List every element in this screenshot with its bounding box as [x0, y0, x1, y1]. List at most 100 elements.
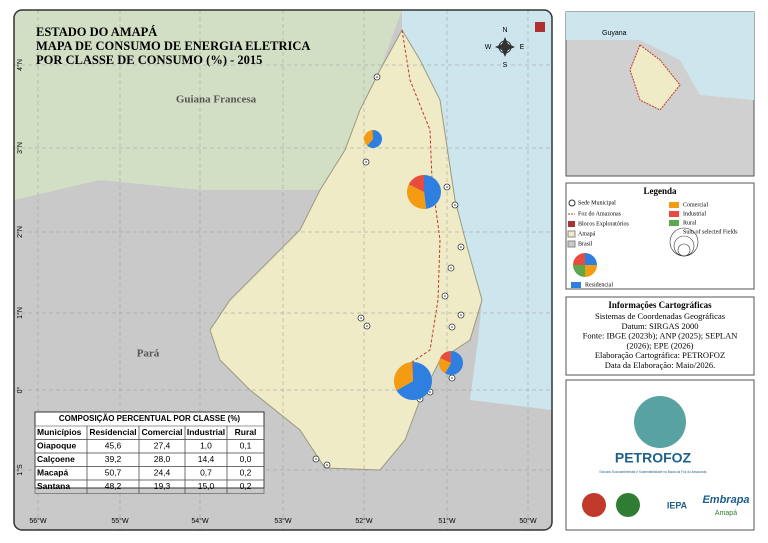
seat-dot: [451, 326, 453, 328]
info-line: Sistemas de Coordenadas Geográficas: [595, 311, 725, 321]
exploration-block: [535, 22, 545, 32]
table-text: Rural: [235, 427, 257, 437]
seat-dot: [454, 204, 456, 206]
table-text: Santana: [37, 481, 70, 491]
legend-label: Sum of selected Fields: [683, 228, 738, 235]
info-line: Datum: SIRGAS 2000: [622, 321, 699, 331]
seat-dot: [326, 464, 328, 466]
french-guiana-area: [14, 10, 402, 200]
map-title: MAPA DE CONSUMO DE ENERGIA ELETRICA: [36, 39, 310, 53]
seat-dot: [360, 317, 362, 319]
pie-wedge: [363, 130, 373, 146]
pie-wedge: [411, 362, 413, 381]
table-text: 45,6: [105, 441, 122, 451]
pie-wedge: [439, 358, 451, 374]
lat-label: 1°S: [16, 464, 24, 476]
legend-symbol: [568, 199, 576, 207]
legend-pie: [585, 253, 597, 265]
pie-wedge: [367, 130, 382, 148]
lat-label: 1°N: [16, 307, 24, 319]
lat-label: 2°N: [16, 226, 24, 238]
legend-label: Foz do Amazonas: [578, 211, 622, 217]
inset-ocean: [566, 12, 754, 100]
table-text: 0,2: [240, 468, 252, 478]
legend-pie: [573, 265, 585, 277]
table-text: 15,0: [198, 481, 215, 491]
legend-symbol: [669, 211, 679, 217]
legend-pie: [585, 265, 597, 277]
table-text: 0,1: [240, 441, 252, 451]
table-cell: [226, 479, 265, 494]
foz-boundary: [399, 29, 441, 371]
map-title: ESTADO DO AMAPÁ: [36, 25, 157, 39]
logo-seal: [582, 493, 606, 517]
pie-wedge: [372, 130, 373, 139]
lon-label: 54°W: [191, 517, 209, 525]
seat-dot: [315, 458, 317, 460]
seat-dot: [460, 246, 462, 248]
logo-amapa: Amapá: [715, 510, 737, 517]
lat-label: 4°N: [16, 59, 24, 71]
legend-symbol: [567, 230, 576, 238]
table-text: 19,3: [154, 481, 171, 491]
region-label: Pará: [137, 348, 160, 360]
compass-label: E: [520, 44, 525, 51]
legend-box: [565, 182, 755, 290]
table-text: 0,0: [240, 454, 252, 464]
table-text: 24,4: [154, 468, 171, 478]
table-text: Oiapoque: [37, 441, 76, 451]
pie-wedge: [424, 175, 441, 209]
lat-label: 0°: [16, 386, 24, 393]
table-text: Macapá: [37, 468, 68, 478]
table-text: Industrial: [187, 427, 225, 437]
info-line: Data da Elaboração: Maio/2026.: [605, 360, 715, 370]
legend-label: Residencial: [585, 282, 613, 288]
table-text: 14,4: [198, 454, 215, 464]
map-frame: [13, 9, 553, 531]
legend-label: Amapá: [578, 231, 596, 237]
legend-symbol: [568, 221, 575, 227]
legend-symbol: [571, 282, 581, 288]
compass-label: N: [502, 27, 507, 34]
logo-embrapa: Embrapa: [702, 494, 749, 506]
table-text: 48,2: [105, 481, 122, 491]
lon-label: 56°W: [29, 517, 47, 525]
seat-dot: [429, 391, 431, 393]
logo-seal: [616, 493, 640, 517]
pie-wedge: [407, 184, 427, 209]
legend-label: Industrial: [683, 211, 706, 217]
seat-dot: [446, 186, 448, 188]
legend-label: Blocos Exploratórios: [578, 221, 629, 227]
lon-label: 52°W: [355, 517, 373, 525]
info-line: (2026); EPE (2026): [626, 340, 693, 350]
table-text: 28,0: [154, 454, 171, 464]
logo-tagline: Estudos Socioambientais e Sustentabilida…: [599, 470, 706, 474]
legend-label: Sede Municipal: [578, 200, 616, 206]
compass-label: S: [503, 62, 508, 69]
region-label: Guiana Francesa: [176, 94, 257, 106]
table-text: 0,2: [240, 481, 252, 491]
side-panel: Guyana Legenda Sede Municipal Foz do Amazon…: [567, 30, 750, 517]
info-title: Informações Cartográficas: [608, 300, 712, 310]
table-text: Calçoene: [37, 454, 75, 464]
table-title: COMPOSIÇÃO PERCENTUAL POR CLASSE (%): [59, 414, 241, 423]
pie-wedge: [445, 351, 464, 375]
compass-rose: [495, 37, 515, 57]
legend-label: Comercial: [683, 202, 708, 208]
lon-label: 51°W: [438, 517, 456, 525]
info-line: Elaboração Cartográfica: PETROFOZ: [595, 350, 725, 360]
lon-label: 55°W: [111, 517, 129, 525]
amapa-area: [209, 28, 483, 471]
seat-dot: [460, 314, 462, 316]
ocean: [402, 10, 552, 410]
info-line: Fonte: IBGE (2023b); ANP (2025); SEPLAN: [583, 331, 738, 341]
compass-label: W: [485, 44, 492, 51]
legend-pie: [573, 253, 585, 265]
table-text: 50,7: [105, 468, 122, 478]
seat-dot: [444, 295, 446, 297]
logo-name: PETROFOZ: [615, 450, 692, 466]
table-text: 1,0: [200, 441, 212, 451]
table-text: 27,4: [154, 441, 171, 451]
pie-wedge: [393, 362, 413, 391]
